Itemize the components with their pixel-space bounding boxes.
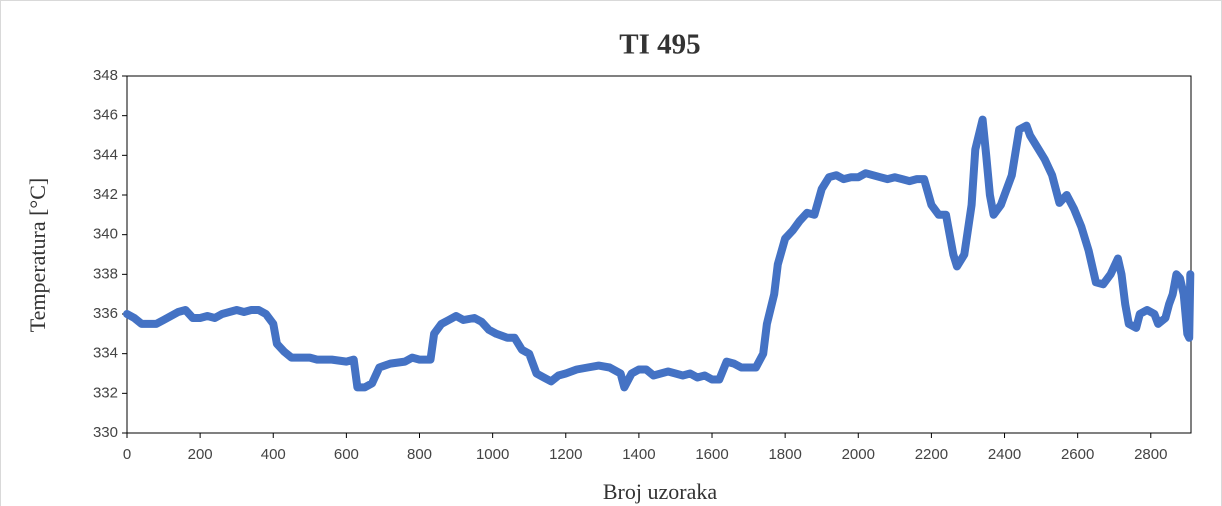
x-axis-label: Broj uzoraka: [603, 479, 717, 504]
y-tick-label: 338: [93, 265, 118, 282]
x-tick-label: 2200: [915, 446, 948, 463]
x-tick-label: 0: [123, 446, 131, 463]
x-tick-label: 1800: [768, 446, 801, 463]
x-tick-label: 2800: [1134, 446, 1167, 463]
x-tick-label: 800: [407, 446, 432, 463]
x-tick-label: 1400: [622, 446, 655, 463]
x-tick-label: 2000: [842, 446, 875, 463]
y-tick-label: 334: [93, 345, 118, 362]
x-tick-label: 2400: [988, 446, 1021, 463]
x-tick-label: 200: [188, 446, 213, 463]
y-tick-label: 342: [93, 186, 118, 203]
x-tick-label: 600: [334, 446, 359, 463]
y-tick-label: 346: [93, 107, 118, 124]
y-tick-label: 332: [93, 384, 118, 401]
x-tick-label: 2600: [1061, 446, 1094, 463]
y-axis-label: Temperatura [°C]: [25, 178, 50, 332]
data-line: [123, 115, 1195, 392]
y-tick-label: 336: [93, 305, 118, 322]
y-tick-label: 330: [93, 424, 118, 441]
x-tick-label: 400: [261, 446, 286, 463]
x-tick-label: 1000: [476, 446, 509, 463]
y-tick-label: 340: [93, 226, 118, 243]
x-tick-label: 1200: [549, 446, 582, 463]
x-tick-label: 1600: [695, 446, 728, 463]
plot-area: [126, 75, 1192, 434]
y-tick-label: 348: [93, 67, 118, 84]
y-tick-label: 344: [93, 146, 118, 163]
chart-title: TI 495: [619, 29, 700, 61]
